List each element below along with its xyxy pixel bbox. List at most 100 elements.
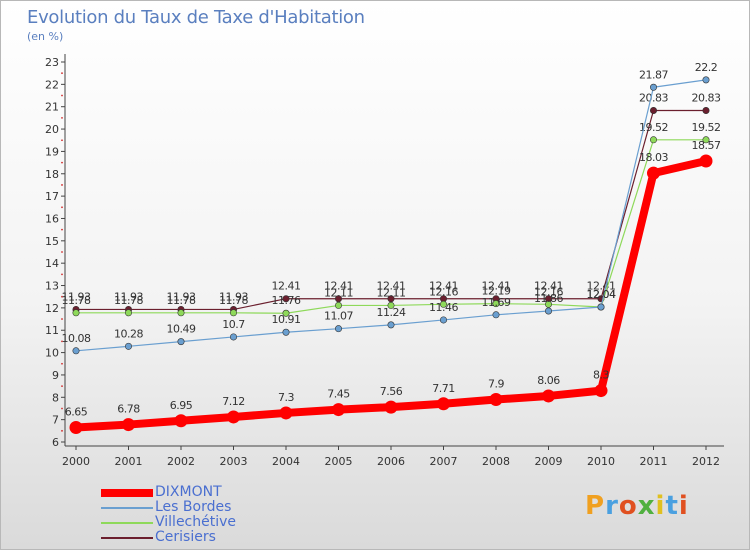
data-point bbox=[702, 76, 710, 84]
legend: DIXMONT Les Bordes Villechétive Cerisiers bbox=[101, 485, 236, 545]
data-label: 12.41 bbox=[429, 280, 458, 293]
data-label: 11.78 bbox=[62, 294, 91, 307]
y-minor-tick bbox=[61, 407, 63, 410]
legend-label: Les Bordes bbox=[155, 499, 232, 515]
y-minor-tick bbox=[61, 318, 63, 320]
y-tick-label: 22 bbox=[45, 78, 59, 91]
data-point bbox=[542, 389, 555, 403]
data-point bbox=[702, 107, 710, 115]
data-point bbox=[649, 83, 657, 91]
y-tick-label: 7 bbox=[52, 414, 59, 427]
x-tick-label: 2003 bbox=[220, 455, 248, 468]
legend-swatch bbox=[101, 506, 153, 509]
y-minor-tick bbox=[61, 72, 63, 75]
logo-letter: P bbox=[585, 491, 606, 521]
data-point bbox=[597, 303, 605, 311]
y-tick-label: 18 bbox=[45, 168, 59, 181]
data-label: 11.93 bbox=[114, 290, 143, 303]
data-label: 7.3 bbox=[278, 391, 294, 404]
data-point bbox=[492, 311, 500, 319]
legend-item: Cerisiers bbox=[101, 530, 236, 545]
data-point bbox=[174, 414, 188, 428]
data-point bbox=[122, 418, 135, 432]
data-point bbox=[72, 309, 80, 317]
data-label: 12.41 bbox=[272, 280, 301, 293]
data-label: 12.04 bbox=[587, 288, 616, 301]
y-minor-tick bbox=[61, 184, 63, 186]
legend-swatch bbox=[101, 536, 153, 539]
legend-item: Les Bordes bbox=[101, 500, 236, 515]
chart-title: Evolution du Taux de Taxe d'Habitation bbox=[27, 7, 365, 28]
y-minor-tick bbox=[61, 94, 63, 97]
data-label: 19.52 bbox=[639, 121, 668, 134]
y-minor-tick bbox=[61, 161, 63, 164]
data-point bbox=[384, 400, 398, 414]
data-label: 10.7 bbox=[222, 318, 245, 331]
y-minor-tick bbox=[61, 340, 63, 343]
data-point bbox=[282, 309, 290, 317]
data-point bbox=[699, 154, 713, 168]
data-label: 12.11 bbox=[324, 286, 353, 299]
x-tick-label: 2007 bbox=[430, 455, 458, 468]
logo-letter: i bbox=[678, 491, 689, 521]
data-label: 6.78 bbox=[117, 403, 140, 416]
logo-letter: x bbox=[637, 491, 656, 521]
y-tick-label: 23 bbox=[45, 56, 59, 69]
data-label: 11.78 bbox=[167, 294, 196, 307]
data-label: 20.83 bbox=[639, 92, 668, 105]
data-point bbox=[387, 295, 395, 303]
data-label: 12.16 bbox=[429, 285, 458, 298]
data-point bbox=[282, 328, 290, 336]
y-minor-tick bbox=[61, 273, 63, 276]
y-tick-label: 9 bbox=[52, 369, 59, 382]
y-tick-label: 6 bbox=[52, 436, 59, 449]
data-label: 12.41 bbox=[534, 280, 563, 293]
data-label: 7.71 bbox=[432, 382, 455, 395]
y-tick-label: 10 bbox=[45, 347, 59, 360]
data-point bbox=[492, 300, 500, 308]
data-label: 11.76 bbox=[272, 294, 301, 307]
x-tick-label: 2011 bbox=[640, 455, 668, 468]
data-label: 12.41 bbox=[482, 280, 511, 293]
data-point bbox=[437, 397, 450, 411]
data-label: 18.57 bbox=[692, 139, 721, 152]
data-label: 11.93 bbox=[219, 290, 248, 303]
legend-label: Villechétive bbox=[155, 514, 237, 530]
data-label: 7.56 bbox=[380, 385, 403, 398]
legend-swatch bbox=[101, 488, 153, 497]
data-label: 7.45 bbox=[327, 388, 350, 401]
data-point bbox=[69, 420, 83, 434]
data-label: 7.9 bbox=[488, 378, 504, 391]
data-label: 10.08 bbox=[62, 332, 91, 345]
x-tick-label: 2006 bbox=[377, 455, 405, 468]
data-point bbox=[282, 295, 290, 303]
data-label: 21.87 bbox=[639, 68, 668, 81]
data-point bbox=[647, 166, 660, 180]
x-tick-label: 2002 bbox=[167, 455, 195, 468]
data-point bbox=[387, 321, 395, 329]
logo-letter: i bbox=[655, 491, 666, 521]
data-point bbox=[332, 403, 345, 417]
data-label: 11.78 bbox=[219, 294, 248, 307]
data-point bbox=[279, 406, 293, 420]
proxiti-logo: Proxiti bbox=[585, 491, 689, 521]
data-label: 11.46 bbox=[429, 301, 458, 314]
data-point bbox=[227, 410, 240, 424]
y-minor-tick bbox=[61, 116, 63, 119]
logo-letter: r bbox=[605, 491, 619, 521]
legend-label: DIXMONT bbox=[155, 484, 222, 500]
data-point bbox=[125, 342, 133, 350]
logo-letter: t bbox=[665, 491, 679, 521]
data-label: 7.12 bbox=[222, 395, 245, 408]
data-point bbox=[649, 136, 657, 144]
y-tick-label: 8 bbox=[52, 391, 59, 404]
y-minor-tick bbox=[61, 429, 63, 432]
data-label: 12.41 bbox=[324, 280, 353, 293]
x-tick-label: 2004 bbox=[272, 455, 300, 468]
data-label: 12.41 bbox=[377, 280, 406, 293]
data-label: 12.04 bbox=[587, 288, 616, 301]
data-point bbox=[230, 333, 238, 341]
data-point bbox=[177, 309, 185, 317]
data-label: 19.52 bbox=[692, 121, 721, 134]
